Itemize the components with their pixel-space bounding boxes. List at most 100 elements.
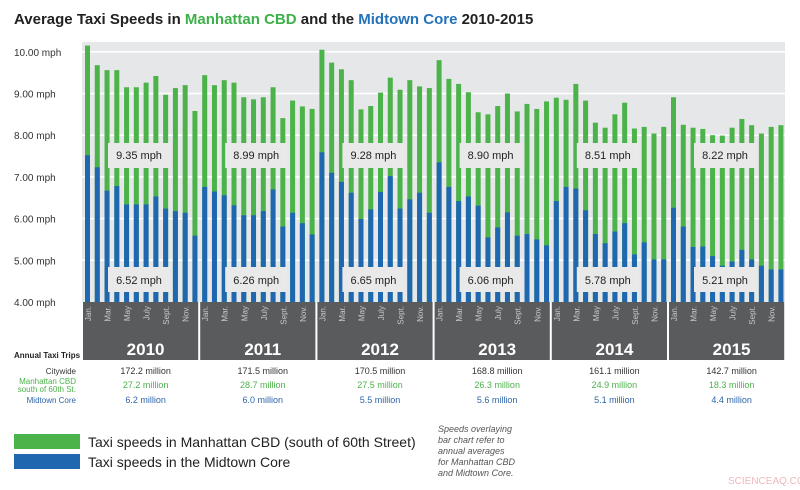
midtown-bar [407,199,413,302]
cbd-bar [700,128,706,302]
year-band [551,302,667,360]
cbd-bar [729,127,735,302]
cbd-bar [758,133,764,302]
cbd-bar [358,109,364,302]
month-label: Nov. [650,306,659,322]
cbd-bar [739,118,745,302]
midtown-bar [495,227,501,302]
midtown-bar [778,269,784,302]
cbd-average-label: 9.28 mph [350,150,396,162]
month-label: Nov. [299,306,308,322]
cbd-bar [163,94,169,302]
cbd-bar [710,135,716,302]
midtown-bar [231,205,237,302]
citywide-trips: 168.8 million [472,366,523,376]
month-label: Jan. [201,306,210,321]
cbd-bar [651,133,657,302]
y-tick-label: 10.00 mph [14,48,61,59]
cbd-bar [661,126,667,302]
cbd-average-box [108,143,170,168]
cbd-average-label: 8.22 mph [702,150,748,162]
month-label: Mar. [572,306,581,322]
midtown-bar [436,162,442,302]
cbd-label-line1: Manhattan CBD [19,377,76,386]
midtown-bar [153,196,159,302]
cbd-bar [534,108,540,302]
midtown-average-label: 6.65 mph [350,275,396,287]
cbd-bar [182,85,188,302]
cbd-average-label: 8.90 mph [468,150,514,162]
month-label: Mar. [221,306,230,322]
midtown-average-box [108,267,170,292]
year-label: 2014 [595,340,633,359]
midtown-bar [270,189,276,302]
cbd-bar [192,111,198,302]
midtown-bar [387,176,393,302]
cbd-bar [778,125,784,302]
midtown-bar [124,204,130,302]
cbd-bar [524,103,530,302]
cbd-bar [241,97,247,303]
midtown-bar [651,259,657,302]
month-label: Jan. [553,306,562,321]
cbd-trips: 26.3 million [474,380,520,390]
month-label: July [260,306,269,320]
month-label: Sept. [397,306,406,325]
citywide-trips: 170.5 million [355,366,406,376]
plot-background [82,42,785,302]
cbd-bar [426,88,432,302]
cbd-average-label: 8.51 mph [585,150,631,162]
month-label: Nov. [768,306,777,322]
cbd-bar [172,88,178,302]
midtown-bar [85,155,90,302]
midtown-bar [641,242,647,302]
month-label: Sept. [748,306,757,325]
cbd-bar [719,135,725,302]
cbd-bar [280,118,286,302]
midtown-average-box [576,267,639,292]
cbd-bar [680,124,686,303]
month-label: Sept. [514,306,523,325]
watermark: SCIENCEAQ.COM [728,476,800,487]
midtown-bar [690,246,696,302]
cbd-bar [592,122,598,302]
midtown-bar [661,259,667,302]
midtown-bar [172,211,178,302]
note-line: annual averages [438,446,505,456]
month-label: Sept. [631,306,640,325]
midtown-bar [221,195,227,302]
note-line: Speeds overlaying [438,424,512,434]
midtown-bar [680,226,686,302]
month-label: Mar. [104,306,113,322]
month-label: July [494,306,503,320]
cbd-average-label: 8.99 mph [233,150,279,162]
y-tick-label: 4.00 mph [14,298,56,309]
month-label: Jan. [318,306,327,321]
legend-label-cbd: Taxi speeds in Manhattan CBD (south of 6… [88,434,416,450]
midtown-bar [260,211,266,302]
midtown-bar [583,210,589,302]
cbd-average-box [576,143,639,168]
cbd-bar [133,87,139,303]
citywide-trips: 161.1 million [589,366,640,376]
month-label: Mar. [690,306,699,322]
cbd-bar [631,128,637,302]
midtown-bar [163,208,169,302]
legend-label-midtown: Taxi speeds in the Midtown Core [88,454,291,470]
cbd-bar [143,82,149,303]
cbd-bar [514,111,520,302]
midtown-bar [143,204,149,302]
midtown-bar [94,167,100,302]
cbd-average-box [342,143,405,168]
midtown-bar [573,188,579,302]
cbd-bar [671,97,676,303]
midtown-label: Midtown Core [27,396,77,405]
cbd-bar [124,87,130,303]
midtown-bar [417,192,423,302]
month-label: Jan. [670,306,679,321]
month-label: Mar. [338,306,347,322]
midtown-bar [290,212,296,302]
midtown-bar [114,186,120,302]
month-label: May [240,306,249,321]
